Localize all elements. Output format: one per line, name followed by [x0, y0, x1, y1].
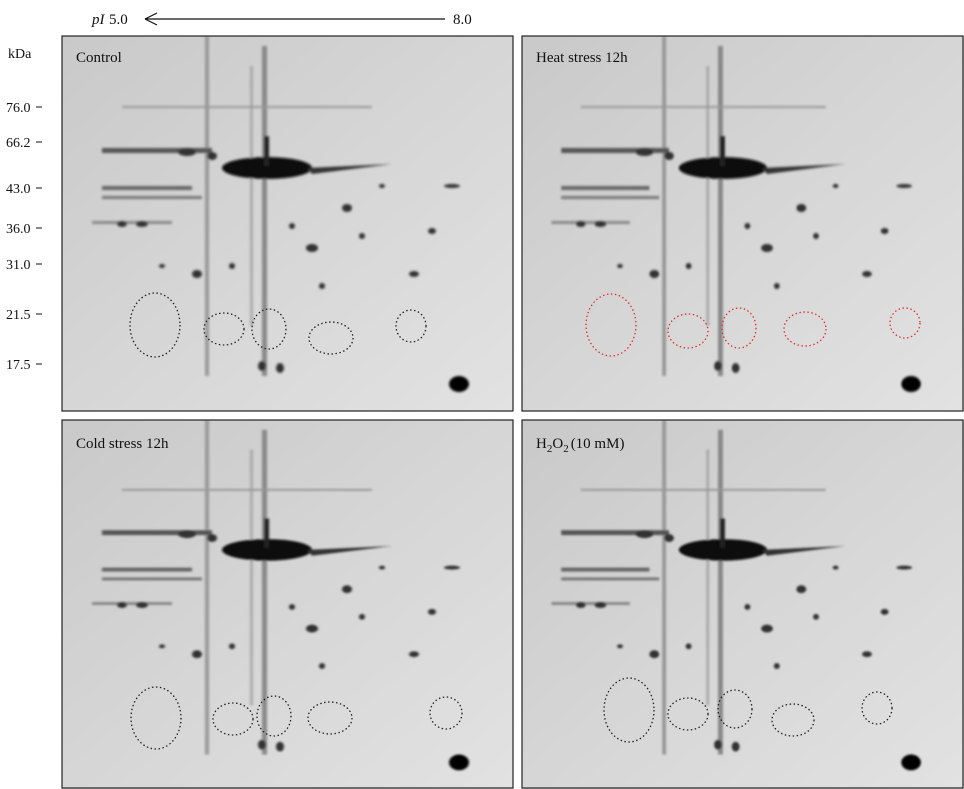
- gel-image: [522, 420, 964, 789]
- panel-title: Cold stress 12h: [76, 436, 169, 452]
- marker-ticks: [36, 107, 42, 364]
- marker-label: 31.0: [6, 258, 31, 273]
- title-part: O: [552, 436, 563, 452]
- title-subscript: 2: [563, 443, 569, 455]
- panel-title: Heat stress 12h: [536, 50, 628, 66]
- pi-start: 5.0: [109, 12, 128, 28]
- gel-image: [62, 420, 513, 789]
- pi-label: pI: [91, 12, 106, 28]
- marker-label: 17.5: [6, 358, 31, 373]
- marker-label: 66.2: [6, 136, 31, 151]
- panel: Heat stress 12h: [522, 36, 964, 411]
- marker-label: 21.5: [6, 308, 31, 323]
- marker-label: 36.0: [6, 222, 31, 237]
- panel: H2O2(10 mM): [522, 420, 964, 789]
- mass-unit: kDa: [8, 47, 32, 62]
- title-part: (10 mM): [571, 436, 625, 452]
- marker-label: 43.0: [6, 182, 31, 197]
- figure: pI 5.0 8.0 kDa 76.0 66.2 43.0 36.0 31.0 …: [0, 0, 964, 789]
- panel-title: Control: [76, 50, 122, 66]
- gel-image: [522, 36, 964, 411]
- panel: Control: [62, 36, 513, 411]
- markers: 76.0 66.2 43.0 36.0 31.0 21.5 17.5: [6, 101, 42, 373]
- gel-image: [62, 36, 513, 411]
- title-part: H: [536, 436, 547, 452]
- panel: Cold stress 12h: [62, 420, 513, 789]
- pi-end: 8.0: [453, 12, 472, 28]
- marker-label: 76.0: [6, 101, 31, 116]
